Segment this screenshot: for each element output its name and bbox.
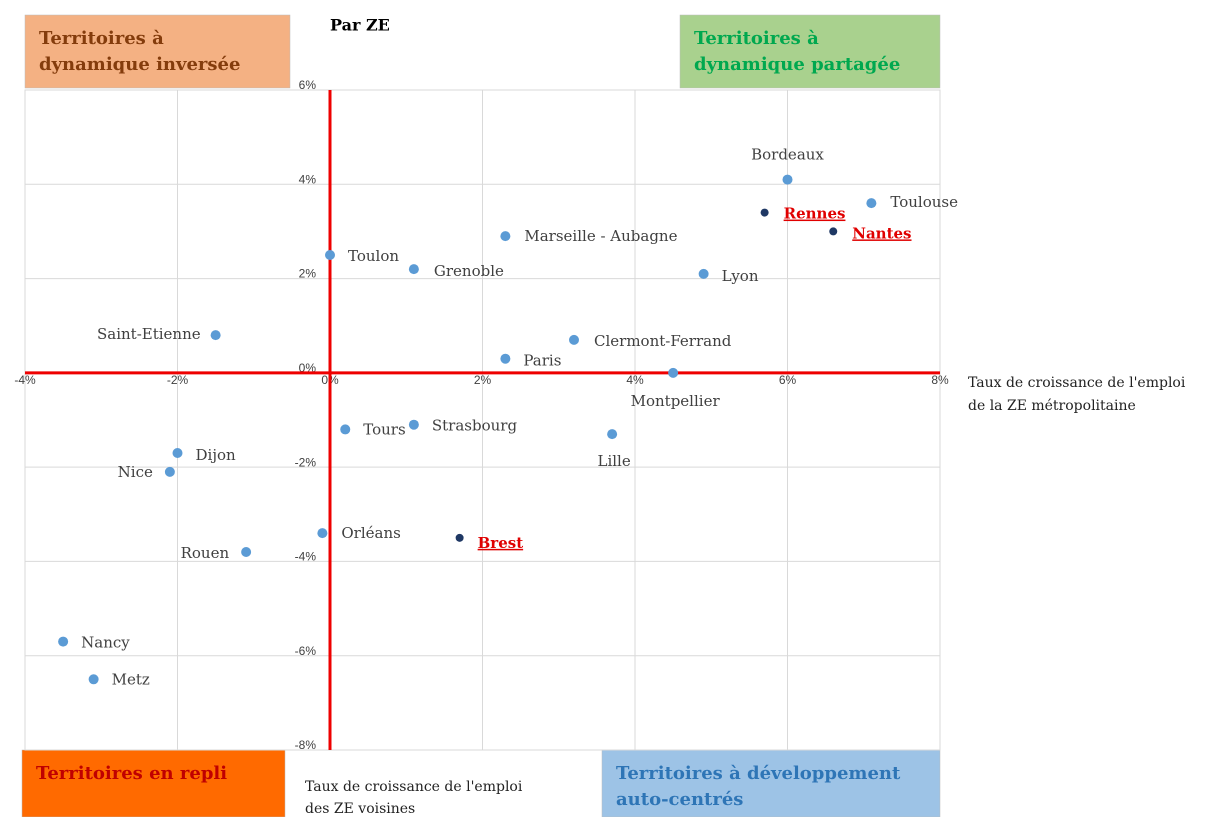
data-point <box>500 231 511 242</box>
y-axis-title: des ZE voisines <box>305 801 415 817</box>
point-label: Bordeaux <box>751 146 824 164</box>
data-point <box>408 264 419 275</box>
point-label: Tours <box>363 420 405 438</box>
y-axis-title: Taux de croissance de l'emploi <box>305 779 523 795</box>
x-tick-label: 8% <box>931 373 949 387</box>
data-point <box>88 674 99 685</box>
data-point <box>668 367 679 378</box>
data-point <box>607 429 618 440</box>
point-label: Rennes <box>784 205 846 223</box>
quadrant-label: auto-centrés <box>616 789 743 810</box>
quadrant-label: dynamique inversée <box>39 54 240 75</box>
point-label: Lyon <box>722 267 759 285</box>
point-label: Toulon <box>348 247 399 265</box>
data-point <box>455 533 464 542</box>
point-label: Metz <box>112 670 150 688</box>
y-tick-label: -4% <box>295 550 317 564</box>
quadrant-label: dynamique partagée <box>694 54 900 75</box>
y-tick-label: 6% <box>299 78 317 92</box>
point-label: Saint-Etienne <box>97 325 201 343</box>
data-point <box>408 419 419 430</box>
y-tick-label: -6% <box>295 644 317 658</box>
data-point <box>569 334 579 345</box>
y-tick-label: 2% <box>299 267 317 281</box>
quadrant-label: Territoires en repli <box>36 763 227 784</box>
point-label: Toulouse <box>890 193 958 211</box>
x-tick-label: 2% <box>474 373 492 387</box>
point-label: Montpellier <box>631 392 721 410</box>
quadrant-label: Territoires à <box>39 28 164 49</box>
x-axis-title: Taux de croissance de l'emploi <box>968 375 1186 391</box>
x-tick-label: 6% <box>779 373 797 387</box>
chart-title: Par ZE <box>330 16 390 35</box>
data-point <box>210 330 221 341</box>
data-point <box>829 227 838 236</box>
point-label: Rouen <box>181 544 230 562</box>
point-label: Paris <box>523 352 561 370</box>
quadrant-box <box>21 749 286 817</box>
y-tick-label: -8% <box>295 738 317 752</box>
point-label: Nice <box>118 463 153 481</box>
quadrant-box <box>24 14 291 89</box>
x-axis-title: de la ZE métropolitaine <box>968 398 1136 414</box>
point-label: Orléans <box>341 524 400 542</box>
data-point <box>58 636 69 647</box>
data-point <box>164 466 175 477</box>
x-tick-label: -2% <box>167 373 189 387</box>
y-tick-label: -2% <box>295 455 317 469</box>
x-tick-label: -4% <box>14 373 36 387</box>
data-point <box>241 547 252 557</box>
data-point <box>325 250 335 260</box>
point-label: Brest <box>478 534 524 552</box>
point-label: Nancy <box>81 634 130 652</box>
data-point <box>317 528 328 539</box>
x-tick-label: 4% <box>626 373 644 387</box>
quadrant-label: Territoires à <box>694 28 819 49</box>
data-point <box>866 198 877 209</box>
point-label: Grenoble <box>434 262 504 280</box>
point-label: Nantes <box>852 224 911 242</box>
point-label: Lille <box>598 452 631 470</box>
data-point <box>760 208 769 217</box>
y-tick-label: 4% <box>299 172 317 186</box>
point-label: Marseille - Aubagne <box>524 227 677 245</box>
point-label: Clermont-Ferrand <box>594 332 732 350</box>
data-point <box>500 353 511 364</box>
quadrant-box <box>679 14 941 89</box>
point-label: Dijon <box>196 446 237 464</box>
quadrant-box <box>601 749 941 817</box>
data-point <box>782 174 793 185</box>
data-point <box>340 424 351 435</box>
data-point <box>698 268 709 279</box>
data-point <box>172 448 183 458</box>
point-label: Strasbourg <box>432 417 518 435</box>
quadrant-label: Territoires à développement <box>616 763 901 784</box>
